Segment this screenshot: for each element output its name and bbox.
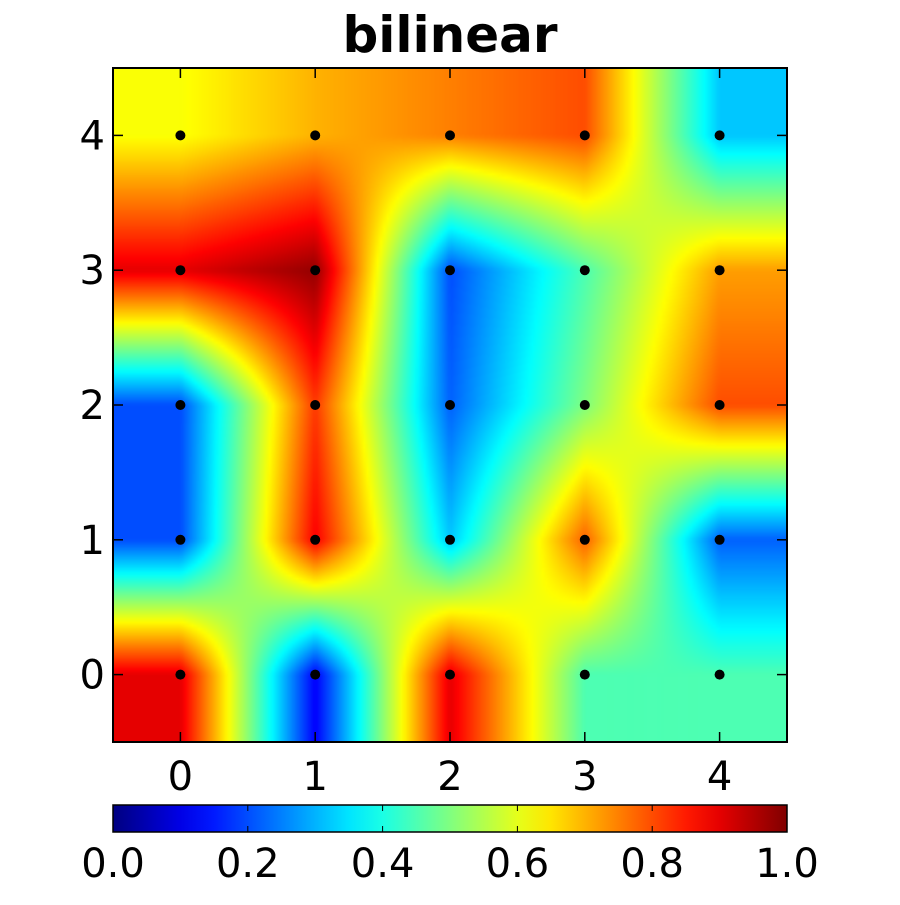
- grid-point-marker: [310, 534, 321, 545]
- grid-point-marker: [175, 130, 186, 141]
- plot-frame: [112, 67, 788, 743]
- x-tick-label: 1: [302, 754, 327, 800]
- grid-point-marker: [579, 534, 590, 545]
- grid-point-marker: [175, 669, 186, 680]
- grid-point-marker: [310, 400, 321, 410]
- y-tick-label: 1: [80, 518, 105, 564]
- grid-point-marker: [175, 400, 186, 410]
- y-tick-label: 4: [80, 113, 105, 159]
- grid-point-marker: [445, 669, 455, 680]
- colorbar-tick-label: 0.8: [620, 841, 684, 887]
- grid-point-marker: [579, 400, 590, 410]
- colorbar-tick-label: 1.0: [755, 841, 819, 887]
- grid-point-marker: [310, 265, 321, 276]
- grid-point-marker: [579, 265, 590, 276]
- grid-point-marker: [714, 534, 725, 545]
- grid-point-marker: [175, 265, 186, 276]
- grid-point-marker: [579, 669, 590, 680]
- colorbar-tick-label: 0.0: [81, 841, 145, 887]
- grid-point-marker: [714, 400, 725, 410]
- grid-point-marker: [579, 130, 590, 141]
- grid-point-marker: [445, 265, 455, 276]
- x-tick-label: 4: [707, 754, 732, 800]
- colorbar-tick-label: 0.4: [351, 841, 415, 887]
- y-tick-label: 3: [80, 248, 105, 294]
- grid-point-marker: [445, 400, 455, 410]
- grid-point-marker: [310, 669, 321, 680]
- grid-point-marker: [714, 130, 725, 141]
- colorbar-tick-label: 0.2: [216, 841, 280, 887]
- y-tick-label: 2: [80, 383, 105, 429]
- x-tick-label: 3: [572, 754, 597, 800]
- colorbar-frame: [112, 804, 788, 833]
- grid-point-marker: [445, 130, 455, 141]
- grid-point-marker: [445, 534, 455, 545]
- y-tick-label: 0: [80, 653, 105, 699]
- grid-point-marker: [310, 130, 321, 141]
- grid-point-marker: [175, 534, 186, 545]
- grid-point-marker: [714, 265, 725, 276]
- colorbar: [113, 805, 787, 832]
- x-tick-label: 2: [437, 754, 462, 800]
- x-tick-label: 0: [168, 754, 193, 800]
- grid-point-marker: [714, 669, 725, 680]
- colorbar-tick-label: 0.6: [486, 841, 550, 887]
- chart-title: bilinear: [342, 6, 558, 64]
